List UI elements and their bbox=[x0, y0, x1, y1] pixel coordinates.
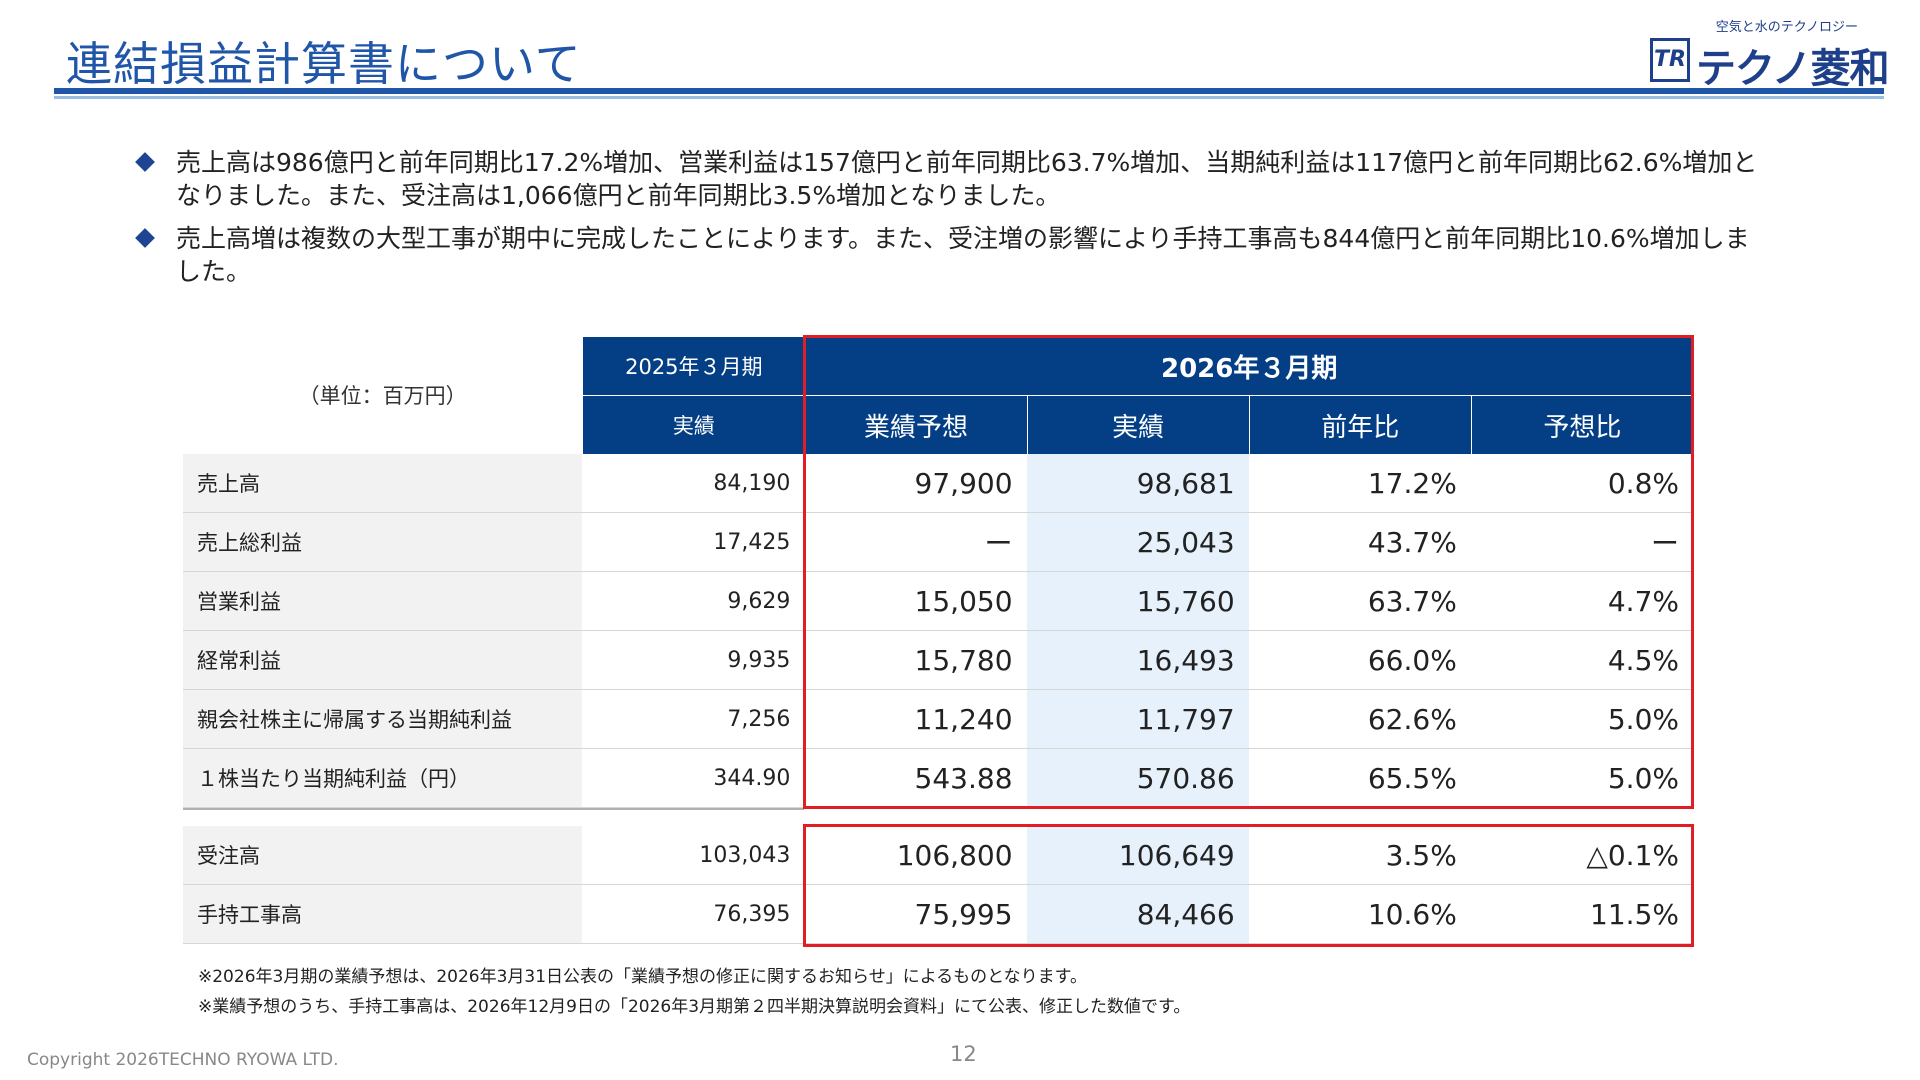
prev-actual-value: 76,395 bbox=[582, 885, 805, 944]
header-curr-period: 2026年３月期 bbox=[804, 336, 1693, 395]
prev-actual-value: 84,190 bbox=[582, 454, 805, 513]
prev-actual-value: 17,425 bbox=[582, 513, 805, 572]
logo-name: テクノ菱和 bbox=[1696, 46, 1890, 92]
page-title: 連結損益計算書について bbox=[66, 37, 582, 91]
row-label: 受注高 bbox=[183, 826, 583, 885]
diamond-bullet-icon bbox=[135, 152, 155, 172]
footnote: ※業績予想のうち、手持工事高は、2026年12月9日の「2026年3月期第２四半… bbox=[198, 997, 1191, 1017]
prev-actual-value: 344.90 bbox=[582, 749, 805, 808]
footnotes: ※2026年3月期の業績予想は、2026年3月31日公表の「業績予想の修正に関す… bbox=[198, 962, 1190, 1022]
forecast-value: 15,780 bbox=[804, 631, 1027, 690]
diamond-bullet-icon bbox=[135, 228, 155, 248]
actual-value: 15,760 bbox=[1026, 572, 1249, 631]
prev-actual-value: 7,256 bbox=[582, 690, 805, 749]
forecast-value: 543.88 bbox=[804, 749, 1027, 808]
yoy-value: 62.6% bbox=[1248, 690, 1471, 749]
actual-value: 16,493 bbox=[1026, 631, 1249, 690]
actual-value: 570.86 bbox=[1026, 749, 1249, 808]
table-row: 経常利益 9,935 15,780 16,493 66.0% 4.5% bbox=[183, 631, 1693, 690]
table-row: 親会社株主に帰属する当期純利益 7,256 11,240 11,797 62.6… bbox=[183, 690, 1693, 749]
actual-value: 25,043 bbox=[1026, 513, 1249, 572]
bullet-item: 売上高増は複数の大型工事が期中に完成したことによります。また、受注増の影響により… bbox=[134, 222, 1774, 288]
yoy-value: 65.5% bbox=[1248, 749, 1471, 808]
prev-actual-value: 9,935 bbox=[582, 631, 805, 690]
company-logo: 空気と水のテクノロジー TR テクノ菱和 bbox=[1650, 16, 1890, 92]
logo-mark-icon: TR bbox=[1650, 38, 1690, 82]
actual-value: 106,649 bbox=[1026, 826, 1249, 885]
vs-forecast-value: 4.7% bbox=[1470, 572, 1693, 631]
yoy-value: 43.7% bbox=[1248, 513, 1471, 572]
title-underline bbox=[54, 88, 1884, 94]
vs-forecast-value: 5.0% bbox=[1470, 749, 1693, 808]
yoy-value: 63.7% bbox=[1248, 572, 1471, 631]
table-row: １株当たり当期純利益（円） 344.90 543.88 570.86 65.5%… bbox=[183, 749, 1693, 808]
header-actual: 実績 bbox=[1026, 395, 1249, 454]
header-yoy: 前年比 bbox=[1248, 395, 1471, 454]
forecast-value: 11,240 bbox=[804, 690, 1027, 749]
table-row: 売上総利益 17,425 ー 25,043 43.7% ー bbox=[183, 513, 1693, 572]
vs-forecast-value: ー bbox=[1470, 513, 1693, 572]
vs-forecast-value: △0.1% bbox=[1470, 826, 1693, 885]
yoy-value: 10.6% bbox=[1248, 885, 1471, 944]
header-prev-period: 2025年３月期 bbox=[582, 336, 805, 395]
title-underline-accent bbox=[54, 96, 1884, 99]
yoy-value: 3.5% bbox=[1248, 826, 1471, 885]
table-row: 手持工事高 76,395 75,995 84,466 10.6% 11.5% bbox=[183, 885, 1693, 944]
page-number: 12 bbox=[950, 1042, 977, 1066]
vs-forecast-value: 4.5% bbox=[1470, 631, 1693, 690]
forecast-value: 75,995 bbox=[804, 885, 1027, 944]
header-vs-forecast: 予想比 bbox=[1470, 395, 1693, 454]
logo-tagline: 空気と水のテクノロジー bbox=[1715, 20, 1858, 35]
header-prev-actual: 実績 bbox=[582, 395, 805, 454]
table-row: 受注高 103,043 106,800 106,649 3.5% △0.1% bbox=[183, 826, 1693, 885]
row-label: 経常利益 bbox=[183, 631, 583, 690]
actual-value: 11,797 bbox=[1026, 690, 1249, 749]
vs-forecast-value: 5.0% bbox=[1470, 690, 1693, 749]
summary-bullets: 売上高は986億円と前年同期比17.2%増加、営業利益は157億円と前年同期比6… bbox=[134, 146, 1774, 298]
table-separator bbox=[183, 808, 1693, 826]
forecast-value: 97,900 bbox=[804, 454, 1027, 513]
table-row: 売上高 84,190 97,900 98,681 17.2% 0.8% bbox=[183, 454, 1693, 513]
prev-actual-value: 9,629 bbox=[582, 572, 805, 631]
table-row: 営業利益 9,629 15,050 15,760 63.7% 4.7% bbox=[183, 572, 1693, 631]
row-label: 売上高 bbox=[183, 454, 583, 513]
row-label: 親会社株主に帰属する当期純利益 bbox=[183, 690, 583, 749]
forecast-value: 106,800 bbox=[804, 826, 1027, 885]
yoy-value: 17.2% bbox=[1248, 454, 1471, 513]
copyright: Copyright 2026TECHNO RYOWA LTD. bbox=[27, 1050, 339, 1070]
actual-value: 98,681 bbox=[1026, 454, 1249, 513]
forecast-value: 15,050 bbox=[804, 572, 1027, 631]
bullet-item: 売上高は986億円と前年同期比17.2%増加、営業利益は157億円と前年同期比6… bbox=[134, 146, 1774, 212]
yoy-value: 66.0% bbox=[1248, 631, 1471, 690]
row-label: 営業利益 bbox=[183, 572, 583, 631]
footnote: ※2026年3月期の業績予想は、2026年3月31日公表の「業績予想の修正に関す… bbox=[198, 967, 1087, 987]
results-table: （単位：百万円） 2025年３月期 2026年３月期 実績 業績予想 実績 前年… bbox=[183, 336, 1693, 944]
prev-actual-value: 103,043 bbox=[582, 826, 805, 885]
vs-forecast-value: 11.5% bbox=[1470, 885, 1693, 944]
forecast-value: ー bbox=[804, 513, 1027, 572]
vs-forecast-value: 0.8% bbox=[1470, 454, 1693, 513]
unit-label: （単位：百万円） bbox=[183, 336, 583, 454]
bullet-text: 売上高増は複数の大型工事が期中に完成したことによります。また、受注増の影響により… bbox=[176, 224, 1750, 286]
actual-value: 84,466 bbox=[1026, 885, 1249, 944]
row-label: 売上総利益 bbox=[183, 513, 583, 572]
header-forecast: 業績予想 bbox=[804, 395, 1027, 454]
row-label: １株当たり当期純利益（円） bbox=[183, 749, 583, 808]
bullet-text: 売上高は986億円と前年同期比17.2%増加、営業利益は157億円と前年同期比6… bbox=[176, 148, 1758, 210]
row-label: 手持工事高 bbox=[183, 885, 583, 944]
